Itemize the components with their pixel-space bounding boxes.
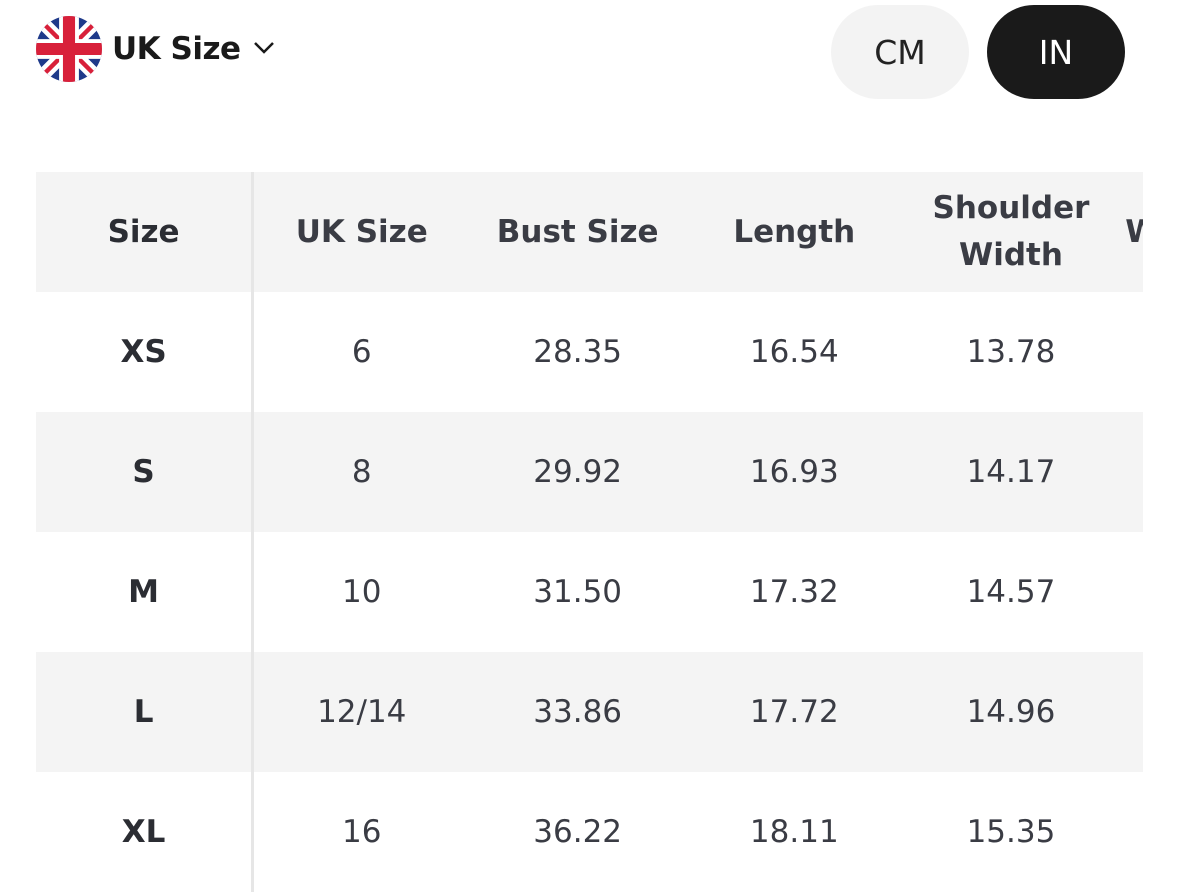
uk-flag-icon — [36, 16, 102, 82]
cell-size: M — [36, 532, 255, 652]
header-uk-size: UK Size — [295, 213, 428, 250]
cell-shoulder: 13.78 — [966, 334, 1056, 370]
region-size-dropdown[interactable]: UK Size — [36, 16, 275, 82]
cell-shoulder: 14.57 — [966, 574, 1056, 610]
cell-uk-size: 12/14 — [317, 694, 407, 730]
cell-bust: 31.50 — [533, 574, 623, 610]
table-row: XS 6 28.35 16.54 13.78 — [36, 292, 1143, 412]
unit-in-button[interactable]: IN — [987, 5, 1125, 99]
cell-bust: 29.92 — [533, 454, 623, 490]
cell-size: L — [36, 652, 255, 772]
cell-length: 16.54 — [749, 334, 839, 370]
cell-length: 16.93 — [749, 454, 839, 490]
cell-size: S — [36, 412, 255, 532]
cell-shoulder: 14.96 — [966, 694, 1056, 730]
header-length: Length — [733, 213, 856, 250]
table-row: M 10 31.50 17.32 14.57 — [36, 532, 1143, 652]
cell-shoulder: 15.35 — [966, 814, 1056, 850]
header-clipped: W — [1125, 213, 1143, 250]
cell-length: 17.72 — [749, 694, 839, 730]
cell-bust: 33.86 — [533, 694, 623, 730]
cell-uk-size: 16 — [342, 814, 382, 850]
cell-shoulder: 14.17 — [966, 454, 1056, 490]
header-shoulder-width: Shoulder Width — [932, 190, 1090, 273]
cell-uk-size: 6 — [351, 334, 372, 370]
size-chart-table[interactable]: Size UK Size Bust Size Length Shoulder W… — [36, 172, 1143, 892]
header-size: Size — [36, 172, 255, 292]
cell-length: 18.11 — [749, 814, 839, 850]
table-row: L 12/14 33.86 17.72 14.96 — [36, 652, 1143, 772]
table-header-row: Size UK Size Bust Size Length Shoulder W… — [36, 172, 1143, 292]
cell-size: XL — [36, 772, 255, 892]
table-row: XL 16 36.22 18.11 15.35 — [36, 772, 1143, 892]
cell-length: 17.32 — [749, 574, 839, 610]
region-label: UK Size — [112, 31, 241, 67]
table-row: S 8 29.92 16.93 14.17 — [36, 412, 1143, 532]
cell-uk-size: 10 — [342, 574, 382, 610]
cell-uk-size: 8 — [351, 454, 372, 490]
chevron-down-icon — [253, 40, 275, 59]
cell-bust: 36.22 — [533, 814, 623, 850]
cell-size: XS — [36, 292, 255, 412]
unit-cm-button[interactable]: CM — [831, 5, 969, 99]
header-bust-size: Bust Size — [496, 213, 659, 250]
cell-bust: 28.35 — [533, 334, 623, 370]
